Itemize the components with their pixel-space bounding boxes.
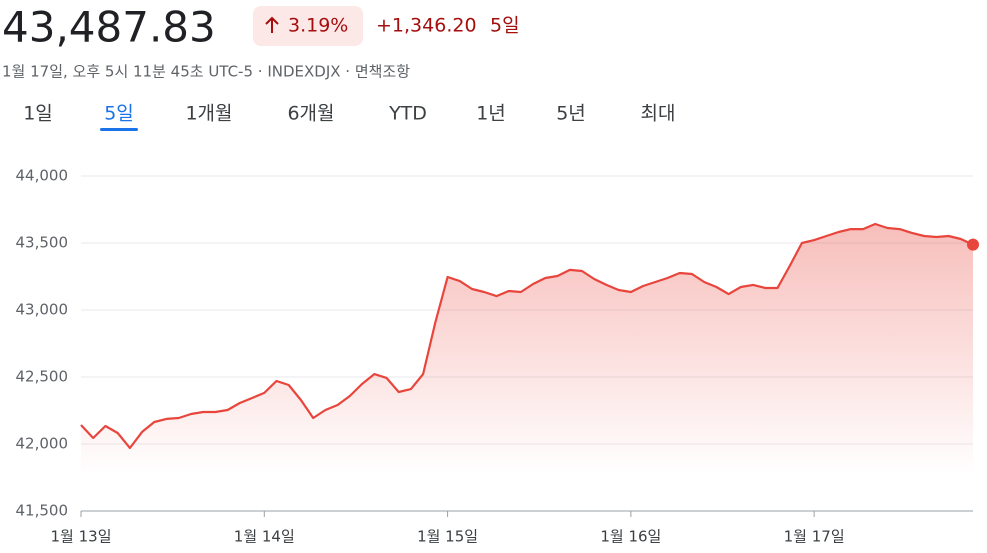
x-tick-label: 1월 17일 [784, 528, 845, 546]
x-tick-label: 1월 14일 [234, 528, 295, 546]
y-tick-label: 43,500 [16, 234, 69, 252]
last-point [967, 238, 979, 251]
x-tick-label: 1월 16일 [600, 528, 661, 546]
price: 43,487.83 [2, 3, 216, 52]
x-tick-label: 1월 15일 [417, 528, 478, 546]
tab[interactable]: 최대 [641, 103, 676, 125]
area [81, 224, 973, 475]
y-tick-label: 43,000 [16, 301, 69, 319]
y-tick-label: 44,000 [16, 167, 69, 185]
y-tick-label: 42,500 [16, 368, 69, 386]
tab[interactable]: 1년 [476, 103, 506, 125]
tab[interactable]: 1개월 [185, 103, 232, 125]
tab[interactable]: 5년 [556, 103, 586, 125]
x-tick-label: 1월 13일 [51, 528, 112, 546]
y-tick-label: 42,000 [16, 435, 69, 453]
tabs: 1일 5일 1개월 6개월 YTD 1년 5년 최대 [23, 103, 676, 131]
y-tick-label: 41,500 [16, 502, 69, 520]
line [80, 222, 974, 450]
up-arrow [265, 16, 279, 33]
subtitle: 1월 17일, 오후 5시 11분 45초 UTC-5 · INDEXDJX ·… [2, 63, 410, 81]
change-percent: 3.19% [288, 15, 348, 37]
change-badge [253, 6, 363, 46]
chart: 41,500 42,000 42,500 43,000 43,500 44,000 1월 1… [16, 167, 979, 546]
change-period: 5일 [490, 15, 520, 37]
change-abs: +1,346.20 [376, 15, 477, 37]
tab[interactable]: 5일 [104, 103, 134, 125]
tab[interactable]: 6개월 [287, 103, 334, 125]
tab[interactable]: 1일 [23, 103, 53, 125]
tab-underline [100, 128, 138, 131]
tab[interactable]: YTD [388, 103, 427, 125]
